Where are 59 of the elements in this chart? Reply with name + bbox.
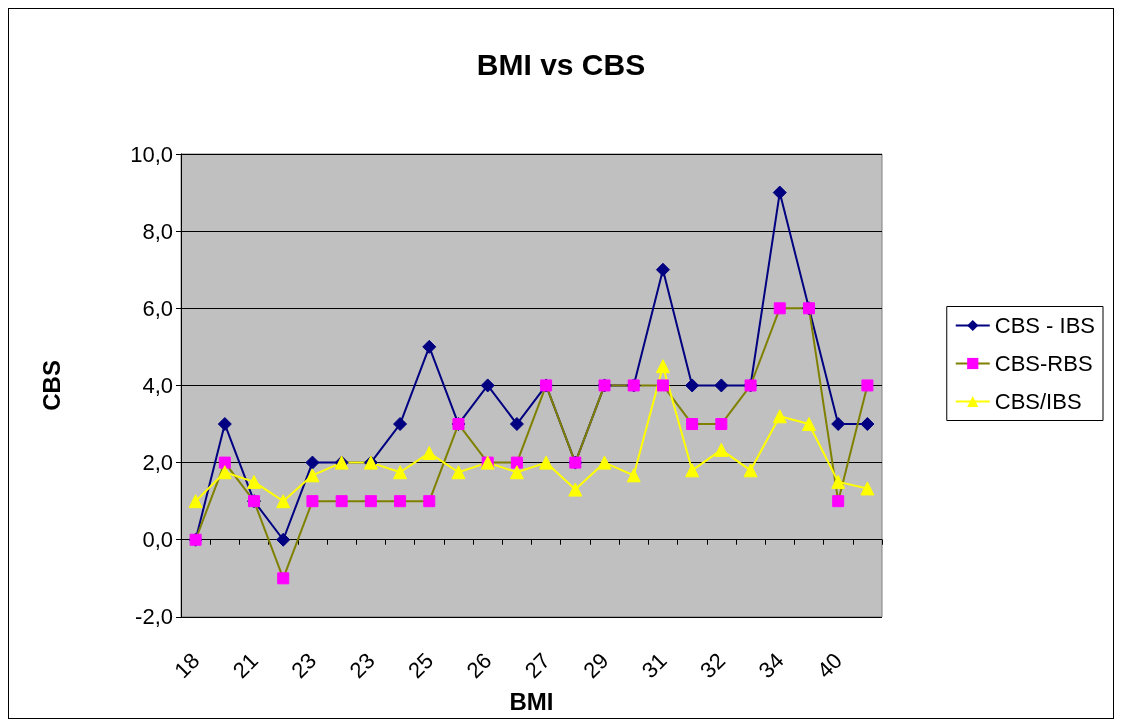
x-tick-label: 23 [344,648,380,684]
legend-label: CBS-RBS [994,351,1093,376]
point [655,262,670,277]
point [597,455,612,470]
point [217,417,232,432]
point [831,474,846,489]
x-tick-label: 27 [519,648,555,684]
x-tick-label: 18 [169,648,205,684]
point [305,468,320,483]
legend-label: CBS - IBS [994,313,1095,338]
y-tick-label: 10,0 [130,141,173,167]
x-tick-label: 32 [695,648,731,684]
point [509,465,524,480]
point [685,463,700,478]
point [801,417,816,432]
x-tick-label: 26 [461,648,497,684]
legend-label: CBS/IBS [994,389,1082,414]
point [393,417,408,432]
x-axis-title: BMI [509,687,554,715]
point [422,339,437,354]
y-tick-label: 4,0 [142,372,173,398]
y-axis-title: CBS [37,360,65,411]
point [860,417,875,432]
y-tick-label: 8,0 [142,218,173,244]
chart-title: BMI vs CBS [476,47,646,81]
point [685,378,700,393]
point [480,378,495,393]
point [714,378,729,393]
y-tick-label: 0,0 [142,527,173,553]
point [422,445,437,460]
y-tick-label: 2,0 [142,450,173,476]
x-tick-label: 21 [227,648,263,684]
x-tick-label: 40 [812,648,848,684]
point [539,455,554,470]
point [714,442,729,457]
point [772,185,787,200]
point [247,474,262,489]
point [217,465,232,480]
point [188,494,203,509]
x-tick-label: 23 [286,648,322,684]
point [772,409,787,424]
point [509,417,524,432]
y-tick-label: 6,0 [142,295,173,321]
point [393,465,408,480]
x-tick-label: 25 [403,648,439,684]
point [743,463,758,478]
x-tick-label: 31 [636,648,672,684]
point [655,359,670,374]
point [276,532,291,547]
point [276,494,291,509]
x-tick-label: 34 [753,648,789,684]
point [626,468,641,483]
point [860,481,875,496]
point [451,465,466,480]
point [831,417,846,432]
x-tick-label: 29 [578,648,614,684]
point [568,482,583,497]
point [305,455,320,470]
y-tick-label: -2,0 [135,604,173,630]
